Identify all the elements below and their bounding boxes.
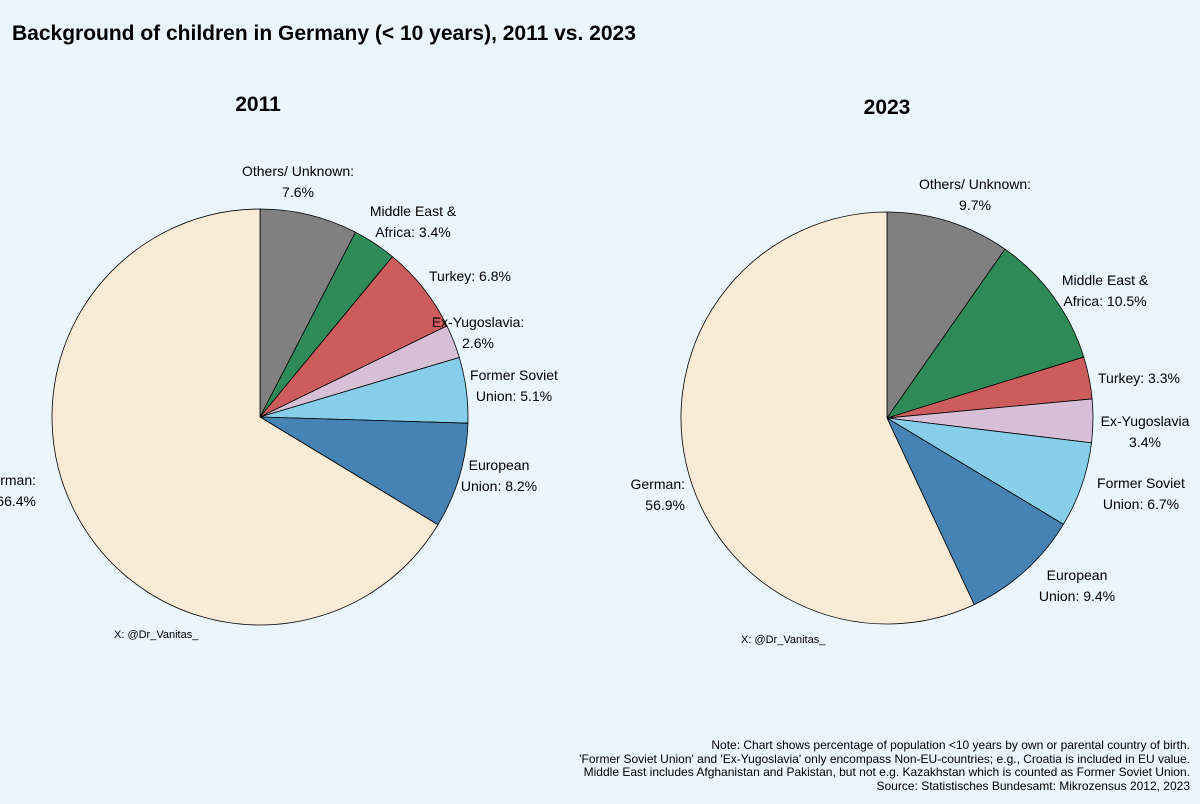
slice-label-ex-yugoslavia: Ex-Yugoslavia: 2.6% [432, 314, 525, 351]
slice-label-former-soviet-union: Former Soviet Union: 6.7% [1097, 475, 1185, 512]
slice-label-european-union: European Union: 8.2% [461, 457, 537, 494]
pie-slice-european-union [258, 416, 469, 526]
watermark-handle: X: @Dr_Vanitas_ [114, 629, 199, 641]
slice-label-middle-east-africa: Middle East & Africa: 10.5% [1062, 272, 1149, 309]
slice-label-others-unknown: Others/ Unknown: 7.6% [242, 163, 354, 200]
pie-slice-middle-east-africa [886, 248, 1085, 419]
chart-title: Background of children in Germany (< 10 … [12, 22, 636, 45]
pie-slice-others-unknown [886, 211, 1006, 420]
note-line: Middle East includes Afghanistan and Pak… [583, 765, 1190, 779]
slice-label-european-union: European Union: 9.4% [1039, 567, 1115, 604]
pie-slice-german [51, 208, 439, 626]
pie-slice-german [680, 211, 975, 625]
slice-label-others-unknown: Others/ Unknown: 9.7% [919, 176, 1031, 213]
pie-chart-2011: Others/ Unknown: 7.6% Middle East & Africa:… [0, 93, 558, 641]
pie-chart-2023: Others/ Unknown: 9.7% Middle East & Africa:… [631, 96, 1190, 646]
pie-slice-european-union [886, 416, 1064, 606]
slice-label-middle-east-africa: Middle East & Africa: 3.4% [370, 203, 457, 240]
note-line: Source: Statistisches Bundesamt: Mikroze… [876, 778, 1191, 793]
pie-title: 2023 [864, 96, 911, 119]
pie-slice-others-unknown [259, 208, 357, 418]
note-line: 'Former Soviet Union' and 'Ex-Yugoslavia… [579, 751, 1190, 766]
pie-title: 2011 [235, 93, 281, 116]
slice-label-turkey: Turkey: 3.3% [1098, 370, 1180, 386]
slice-label-former-soviet-union: Former Soviet Union: 5.1% [470, 367, 558, 404]
source-notes: Note: Chart shows percentage of populati… [579, 738, 1191, 793]
watermark-handle: X: @Dr_Vanitas_ [741, 634, 826, 646]
slice-label-ex-yugoslavia: Ex-Yugoslavia 3.4% [1101, 413, 1190, 450]
slice-label-turkey: Turkey: 6.8% [429, 268, 511, 284]
slice-label-german: German:66.4% [0, 472, 36, 509]
slice-label-german: German: 56.9% [631, 476, 685, 513]
note-line: Note: Chart shows percentage of populati… [711, 738, 1190, 752]
